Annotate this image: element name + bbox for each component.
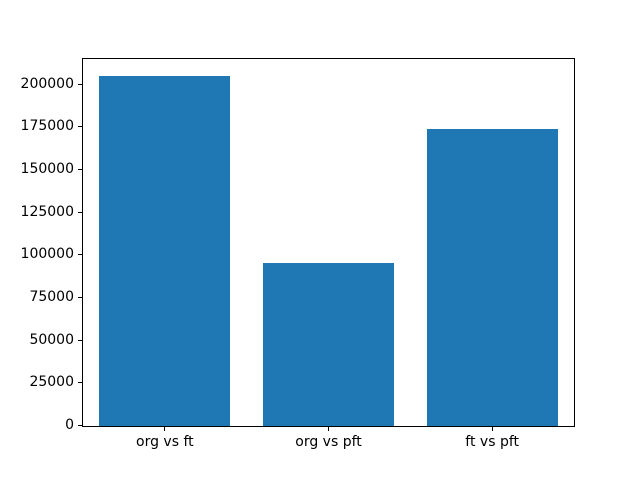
y-axis-tick-label: 100000 bbox=[20, 246, 74, 263]
y-axis-tick-label: 75000 bbox=[29, 288, 74, 305]
x-axis-tick bbox=[328, 427, 329, 431]
y-axis-tick-label: 0 bbox=[65, 417, 74, 433]
y-axis-tick bbox=[78, 168, 82, 170]
y-axis-tick-label: 150000 bbox=[20, 160, 74, 177]
y-axis-tick-label: 125000 bbox=[20, 203, 74, 220]
bar-org-vs-ft bbox=[99, 76, 231, 426]
y-axis-tick bbox=[78, 254, 82, 256]
y-axis-tick bbox=[78, 83, 82, 85]
y-axis-tick-label: 25000 bbox=[29, 374, 74, 391]
y-axis-tick bbox=[78, 211, 82, 213]
x-axis-tick-label: org vs pft bbox=[295, 434, 362, 450]
y-axis-tick-label: 50000 bbox=[29, 331, 74, 348]
y-axis-tick bbox=[78, 382, 82, 384]
y-axis-tick-label: 175000 bbox=[20, 118, 74, 135]
bar-org-vs-pft bbox=[263, 262, 394, 426]
y-axis-tick bbox=[78, 296, 82, 298]
bar-ft-vs-pft bbox=[426, 129, 558, 426]
x-axis-tick-label: org vs ft bbox=[136, 434, 194, 450]
y-axis-tick bbox=[78, 425, 82, 426]
x-axis-tick bbox=[164, 427, 166, 431]
y-axis-tick bbox=[78, 339, 82, 341]
plot-area bbox=[82, 58, 575, 427]
y-axis-tick-label: 200000 bbox=[20, 75, 74, 92]
x-axis-tick-label: ft vs pft bbox=[465, 434, 520, 450]
x-axis-tick bbox=[491, 427, 493, 431]
y-axis-tick bbox=[78, 126, 82, 128]
